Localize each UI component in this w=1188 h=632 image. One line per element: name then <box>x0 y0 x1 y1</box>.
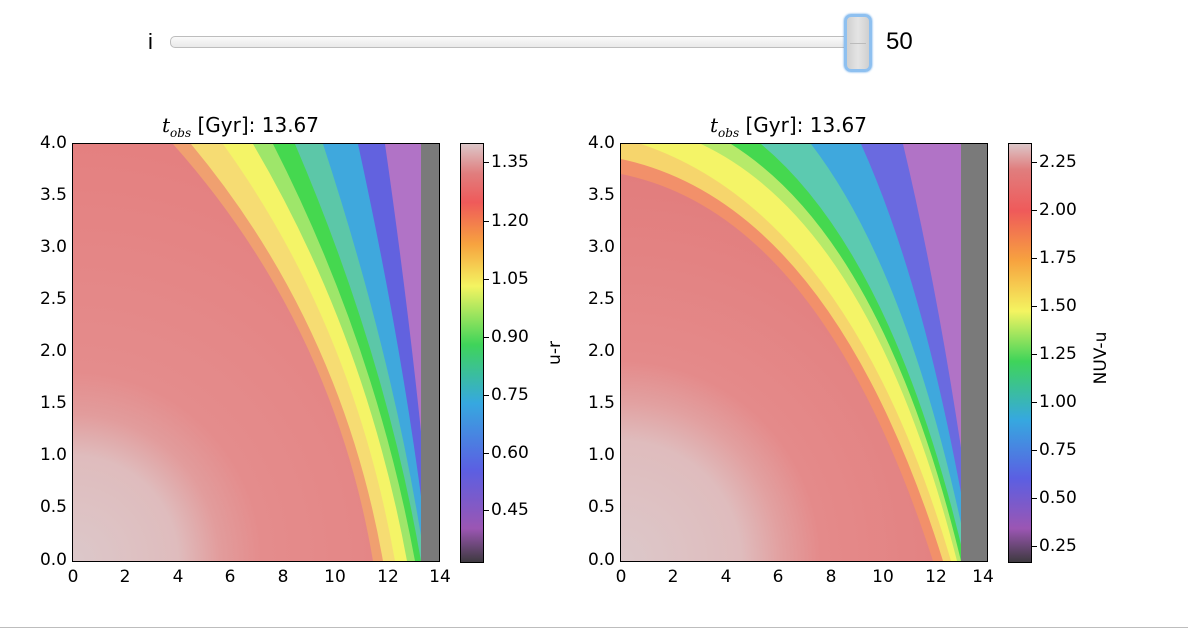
cbar-2-label: 2.00 <box>1039 200 1077 220</box>
panel-2-heatmap-svg <box>621 144 987 561</box>
cbar-1-tick <box>484 453 489 454</box>
panel-2-title-symbol: tobs <box>710 113 740 140</box>
panel-2-ytick: 4.0 <box>587 133 615 153</box>
panel-1-xtick: 14 <box>429 567 451 587</box>
output-divider <box>0 627 1188 628</box>
panel-2-xtick: 4 <box>720 567 732 587</box>
panel-2-xtick: 12 <box>925 567 947 587</box>
panel-1-xtick: 6 <box>224 567 236 587</box>
cbar-1-label: 0.90 <box>491 327 529 347</box>
panel-2-ytick: 1.5 <box>587 393 615 413</box>
panel-2-xtick: 0 <box>615 567 627 587</box>
cbar-2-tick <box>1032 162 1037 163</box>
cbar-1-title: u-r <box>545 341 565 365</box>
cbar-2-label: 1.75 <box>1039 248 1077 268</box>
panel-1-xtick: 12 <box>377 567 399 587</box>
cbar-2-label: 0.50 <box>1039 488 1077 508</box>
panel-2-heatmap <box>620 143 988 562</box>
cbar-1-tick <box>484 162 489 163</box>
panel-1-title: tobs [Gyr]: 13.67 <box>162 113 319 145</box>
panel-2-ytick: 2.0 <box>587 341 615 361</box>
cbar-2-tick <box>1032 306 1037 307</box>
cbar-2-title: NUV-u <box>1091 331 1111 385</box>
cbar-1-label: 0.75 <box>491 385 529 405</box>
panel-1-xtick: 8 <box>277 567 289 587</box>
panel-1-title-text: [Gyr]: 13.67 <box>191 113 319 137</box>
panel-1-ytick: 1.0 <box>39 445 67 465</box>
cbar-2-tick <box>1032 546 1037 547</box>
cbar-2-tick <box>1032 498 1037 499</box>
panel-2-title-t: t <box>710 113 719 137</box>
slider-value: 50 <box>886 28 913 55</box>
cbar-2-label: 2.25 <box>1039 152 1077 172</box>
cbar-2-tick <box>1032 258 1037 259</box>
cbar-1-tick <box>484 279 489 280</box>
panel-2-title-sub: obs <box>718 126 740 140</box>
cbar-1-label: 1.05 <box>491 269 529 289</box>
cbar-1-tick <box>484 337 489 338</box>
slider-handle[interactable] <box>844 14 872 72</box>
panel-2-ytick: 2.5 <box>587 289 615 309</box>
panel-1-colorbar <box>460 143 484 563</box>
panel-1-title-sub: obs <box>170 126 192 140</box>
panel-2-ytick: 1.0 <box>587 445 615 465</box>
cbar-2-label: 0.75 <box>1039 440 1077 460</box>
cbar-2-label: 0.25 <box>1039 536 1077 556</box>
panel-2-xtick: 10 <box>872 567 894 587</box>
panel-2-ytick: 0.5 <box>587 497 615 517</box>
panel-1-heatmap-svg <box>73 144 439 561</box>
slider-track[interactable] <box>170 36 862 48</box>
panel-2-title-text: [Gyr]: 13.67 <box>739 113 867 137</box>
cbar-2-tick <box>1032 402 1037 403</box>
panel-2-ytick: 0.0 <box>587 550 615 570</box>
panel-1-ytick: 2.0 <box>39 341 67 361</box>
panel-1-ytick: 0.5 <box>39 497 67 517</box>
panel-1-ytick: 4.0 <box>39 133 67 153</box>
panel-1-xtick: 2 <box>119 567 131 587</box>
panel-2-xtick: 8 <box>825 567 837 587</box>
panel-2-colorbar <box>1008 143 1032 563</box>
panel-1-title-symbol: tobs <box>162 113 192 140</box>
cbar-2-label: 1.25 <box>1039 344 1077 364</box>
panel-2-title: tobs [Gyr]: 13.67 <box>710 113 867 145</box>
cbar-2-tick <box>1032 210 1037 211</box>
panel-1-xtick: 10 <box>324 567 346 587</box>
slider-label: i <box>148 29 153 54</box>
cbar-1-tick <box>484 395 489 396</box>
cbar-1-label: 1.35 <box>491 152 529 172</box>
cbar-1-label: 0.45 <box>491 500 529 520</box>
cbar-2-tick <box>1032 354 1037 355</box>
cbar-1-tick <box>484 510 489 511</box>
panel-1-xtick: 4 <box>172 567 184 587</box>
panel-1-xtick: 0 <box>67 567 79 587</box>
cbar-1-label: 0.60 <box>491 443 529 463</box>
panel-1-ytick: 1.5 <box>39 393 67 413</box>
panel-2-xtick: 14 <box>972 567 994 587</box>
cbar-2-label: 1.50 <box>1039 296 1077 316</box>
cbar-2-label: 1.00 <box>1039 392 1077 412</box>
panel-2-ytick: 3.5 <box>587 185 615 205</box>
panel-2-ytick: 3.0 <box>587 237 615 257</box>
panel-1-title-t: t <box>162 113 171 137</box>
cbar-2-tick <box>1032 450 1037 451</box>
panel-1-ytick: 3.5 <box>39 185 67 205</box>
panel-1-heatmap <box>72 143 440 562</box>
panel-2-xtick: 2 <box>667 567 679 587</box>
panel-1-ytick: 0.0 <box>39 550 67 570</box>
panel-1-ytick: 3.0 <box>39 237 67 257</box>
cbar-1-tick <box>484 221 489 222</box>
cbar-1-label: 1.20 <box>491 211 529 231</box>
panel-1-ytick: 2.5 <box>39 289 67 309</box>
panel-2-xtick: 6 <box>772 567 784 587</box>
